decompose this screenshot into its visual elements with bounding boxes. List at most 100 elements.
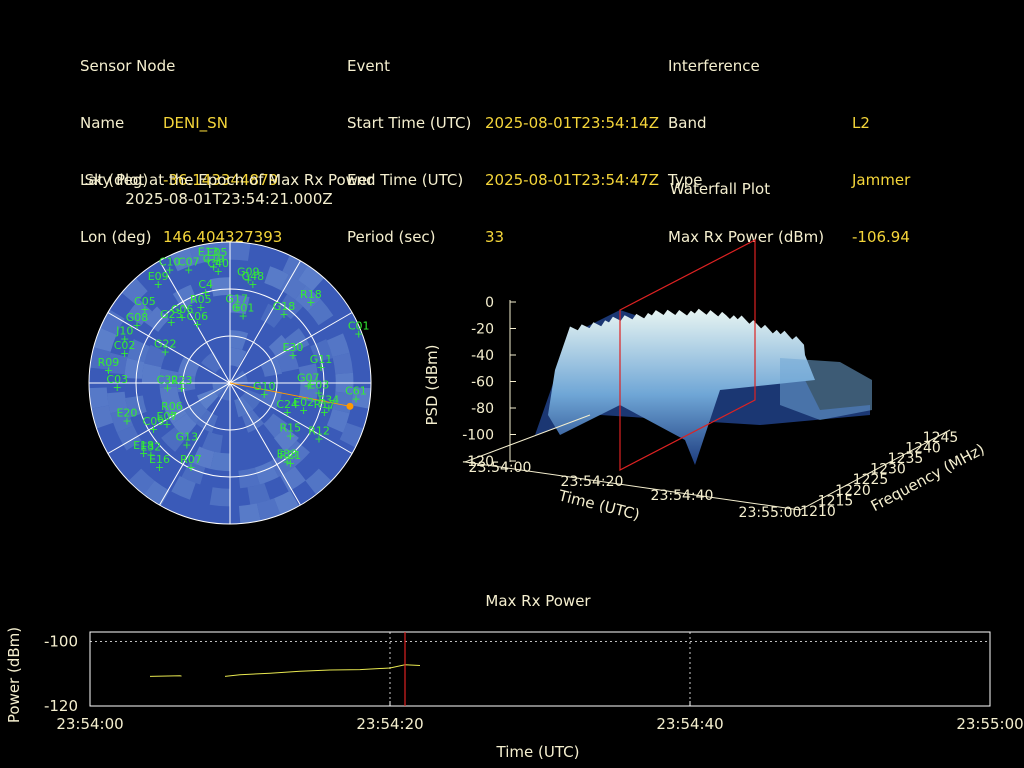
satellite-label: E30: [282, 341, 303, 354]
satellite-e13: +E13: [198, 246, 219, 267]
waterfall-z-tick: -20: [471, 322, 494, 338]
satellite-g10: +G10: [253, 380, 276, 401]
waterfall-freq-tick: 1220: [835, 483, 871, 499]
sky-power-patch: [260, 356, 283, 377]
sky-power-patch: [298, 363, 319, 383]
satellite-label: G09: [237, 266, 260, 279]
satellite-label: R06: [161, 400, 183, 413]
waterfall-z-tick: -40: [471, 348, 494, 364]
satellite-label: E16: [149, 453, 170, 466]
satellite-label: E05: [207, 246, 228, 259]
satellite-g22: +G22: [154, 337, 177, 358]
sensor-name-label: Name: [80, 114, 125, 132]
satellite-label: E18: [133, 439, 154, 452]
power-x-tick: 23:54:20: [356, 715, 423, 733]
satellite-marker: +: [304, 380, 313, 393]
satellite-g01: +G01: [232, 301, 255, 322]
power-ticks: 23:54:00 23:54:20 23:54:40 23:55:00 -100 -120: [44, 633, 1024, 733]
waterfall-freq-tick: 1235: [888, 451, 924, 467]
satellite-label: E02: [293, 396, 314, 409]
waterfall-time-tick: 23:55:00: [739, 505, 802, 521]
satellite-label: C24: [276, 398, 298, 411]
satellite-e03: +E03: [308, 378, 329, 399]
sky-power-patch: [172, 284, 198, 309]
sky-power-patch: [210, 277, 230, 297]
satellite-marker: +: [212, 254, 221, 267]
satellite-e33: +E33: [277, 448, 298, 469]
satellite-e05: +E05: [207, 246, 228, 267]
sky-power-patch: [326, 333, 350, 357]
satellite-marker: +: [178, 311, 187, 324]
sky-power-patch: [172, 413, 197, 438]
satellite-g06: +G06: [171, 303, 194, 324]
event-start-row: Start Time (UTC) 2025-08-01T23:54:14Z: [347, 114, 659, 133]
satellite-g23: +G23: [160, 308, 183, 329]
sky-power-patch: [107, 352, 128, 375]
satellite-marker: +: [182, 439, 191, 452]
satellite-label: E13: [198, 246, 219, 259]
satellite-label: C03: [106, 373, 128, 386]
power-series-segment: [224, 664, 421, 677]
satellite-j10: +J10: [115, 324, 133, 345]
satellite-marker: +: [122, 415, 131, 428]
satellite-marker: +: [288, 349, 297, 362]
satellite-marker: +: [244, 274, 253, 287]
satellite-c40: +C40: [207, 257, 229, 278]
sky-power-patch: [280, 466, 306, 492]
satellite-e30: +E30: [282, 341, 303, 362]
sky-power-patch: [177, 356, 200, 377]
satellite-label: J10: [115, 324, 133, 337]
satellite-e20: +E20: [116, 407, 137, 428]
satellite-marker: +: [120, 332, 129, 345]
satellite-label: C4: [198, 278, 213, 291]
waterfall-z-tick: -100: [462, 428, 494, 444]
satellite-label: C32: [157, 373, 179, 386]
sky-power-patch: [280, 274, 306, 300]
satellite-marker: +: [314, 386, 323, 399]
power-x-tick: 23:55:00: [956, 715, 1023, 733]
skyplot-jammer-direction: [229, 382, 354, 410]
satellite-marker: +: [140, 303, 149, 316]
satellite-marker: +: [260, 388, 269, 401]
satellite-marker: +: [196, 301, 205, 314]
event-heading: Event: [347, 57, 390, 75]
satellite-marker: +: [324, 402, 333, 415]
power-x-tick: 23:54:00: [56, 715, 123, 733]
sky-power-patch: [298, 265, 325, 292]
satellite-label: C07: [178, 256, 200, 269]
satellite-c02: +C02: [114, 339, 136, 360]
satellite-r09: +R09: [98, 356, 120, 377]
waterfall-jammer-surface: [548, 308, 815, 465]
sky-power-patch: [128, 468, 155, 495]
satellite-c03: +C03: [106, 373, 128, 394]
satellite-marker: +: [162, 418, 171, 431]
event-start-label: Start Time (UTC): [347, 114, 472, 132]
sky-power-patch: [339, 422, 364, 448]
satellite-label: R09: [98, 356, 120, 369]
sky-power-patch: [126, 299, 153, 326]
waterfall-freq-tick: 1245: [923, 430, 959, 446]
sky-power-patch: [217, 383, 230, 401]
satellite-c4: +C4: [198, 278, 213, 299]
satellite-label: G08: [126, 311, 149, 324]
power-chart-title: Max Rx Power: [485, 592, 591, 610]
skyplot-title-line1: Sky Plot at the Epoch of Max Rx Power: [84, 171, 374, 189]
satellite-marker: +: [286, 457, 295, 470]
satellite-marker: +: [201, 286, 210, 299]
satellite-r15: +R15: [279, 421, 301, 442]
satellite-label: G48: [242, 270, 265, 283]
satellite-marker: +: [282, 456, 291, 469]
satellite-marker: +: [286, 429, 295, 442]
sky-power-patch: [171, 476, 196, 500]
waterfall-time-tick: 23:54:40: [651, 488, 714, 504]
sky-power-patch: [125, 395, 147, 418]
satellite-label: C19: [203, 253, 225, 266]
sky-power-patch: [89, 387, 109, 409]
satellite-marker: +: [186, 461, 195, 474]
satellite-r23: +R23: [171, 374, 193, 395]
waterfall-freq-tick: 1230: [870, 462, 906, 478]
satellite-e32: +E32: [140, 440, 161, 461]
satellite-label: R05: [190, 293, 212, 306]
satellite-marker: +: [279, 308, 288, 321]
